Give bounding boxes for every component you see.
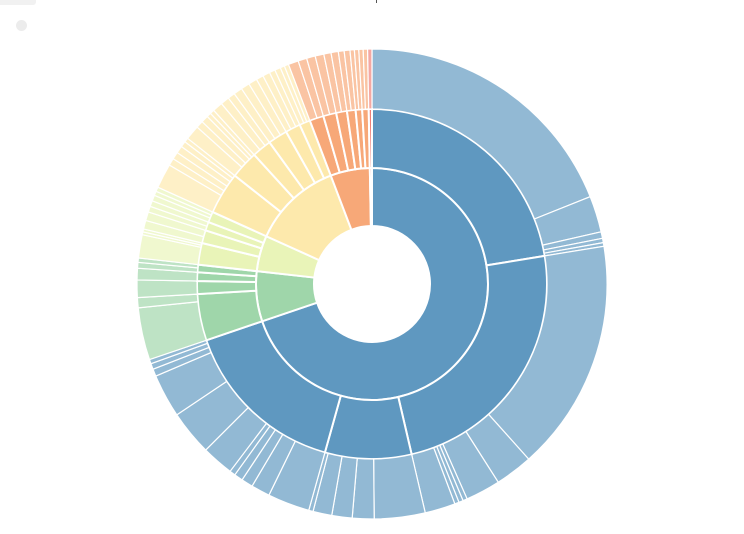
top-left-tab-stub xyxy=(0,0,36,5)
top-tick-mark xyxy=(376,0,377,3)
sunburst-segment-depth3-5-0-0[interactable] xyxy=(366,48,373,110)
sunburst-segment-depth2-5-0[interactable] xyxy=(367,107,373,170)
chart-center-hole xyxy=(314,226,430,342)
sunburst-arcs xyxy=(136,48,608,520)
sunburst-segment-depth1-5[interactable] xyxy=(368,166,373,228)
circle-icon xyxy=(16,20,27,31)
sunburst-segment-depth2-1-1[interactable] xyxy=(196,279,258,296)
sunburst-segment-depth3-1-1-0[interactable] xyxy=(136,279,198,299)
